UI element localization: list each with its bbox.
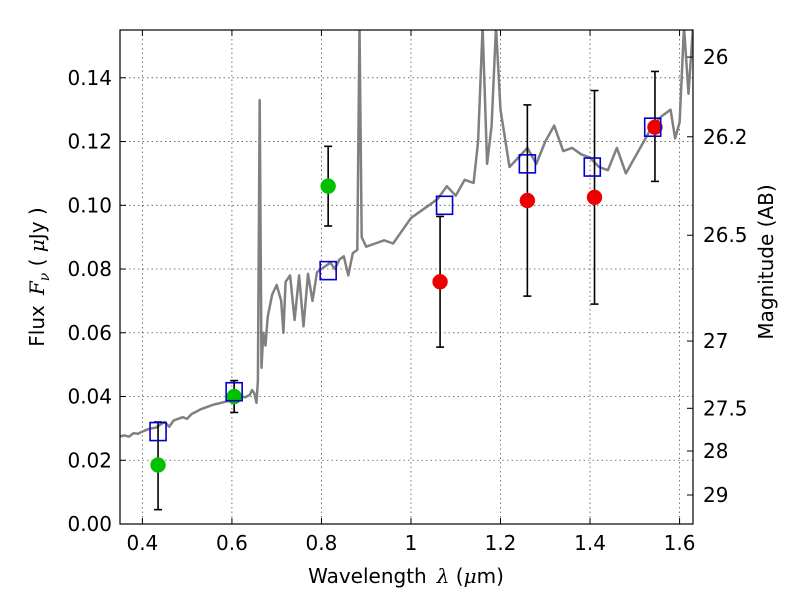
model-square [319, 260, 337, 281]
x-axis-label: Wavelength λ (μm) [308, 564, 504, 588]
y-tick-label: 0.06 [67, 321, 112, 345]
x-tick-label: 1.4 [574, 531, 606, 555]
red-point [586, 189, 603, 206]
y-tick-label: 0.10 [67, 193, 112, 217]
y-tick-label: 0.14 [67, 66, 112, 90]
red-point [432, 274, 448, 290]
x-tick-label: 1.6 [664, 531, 696, 555]
model-squares [149, 117, 662, 442]
red-point [519, 192, 536, 209]
green-point [150, 457, 166, 473]
x-tick-label: 0.4 [126, 531, 158, 555]
x-tick-label: 0.8 [306, 531, 338, 555]
y-tick-label: 0.00 [67, 512, 112, 536]
model-square [225, 381, 243, 402]
y2-tick-label: 27 [703, 329, 728, 353]
y-tick-label: 0.08 [67, 257, 112, 281]
spectrum-layer [120, 30, 693, 438]
red-point [647, 119, 663, 135]
y-tick-label: 0.02 [67, 448, 112, 472]
model-square [149, 421, 167, 442]
model-square [435, 195, 454, 216]
y2-tick-label: 26.2 [703, 125, 748, 149]
data-points [150, 119, 663, 473]
y2-tick-label: 28 [703, 439, 728, 463]
green-point [320, 178, 336, 194]
axis-ticks: 0.4 0.6 0.8 1 1.2 1.4 1.6 0.00 0.02 0.04 0.06 0.08 0… [67, 30, 748, 555]
y2-tick-label: 27.5 [703, 396, 748, 420]
y2-tick-label: 29 [703, 483, 728, 507]
spectrum-line [120, 30, 693, 438]
x-tick-label: 1 [405, 531, 418, 555]
y-axis-label: FluxFν ( μJy ) [25, 207, 53, 346]
model-square [583, 157, 602, 177]
y-tick-label: 0.04 [67, 385, 112, 409]
y2-axis-label: Magnitude (AB) [754, 184, 778, 339]
green-point [226, 388, 242, 405]
y2-tick-label: 26.5 [703, 223, 748, 247]
plot-background [120, 30, 693, 524]
plot-frame [119, 29, 694, 525]
x-tick-label: 0.6 [216, 531, 248, 555]
y2-tick-label: 26 [703, 45, 728, 69]
model-square [518, 154, 537, 174]
y-tick-label: 0.12 [67, 130, 112, 154]
x-tick-label: 1.2 [485, 531, 517, 555]
model-square [643, 117, 662, 138]
